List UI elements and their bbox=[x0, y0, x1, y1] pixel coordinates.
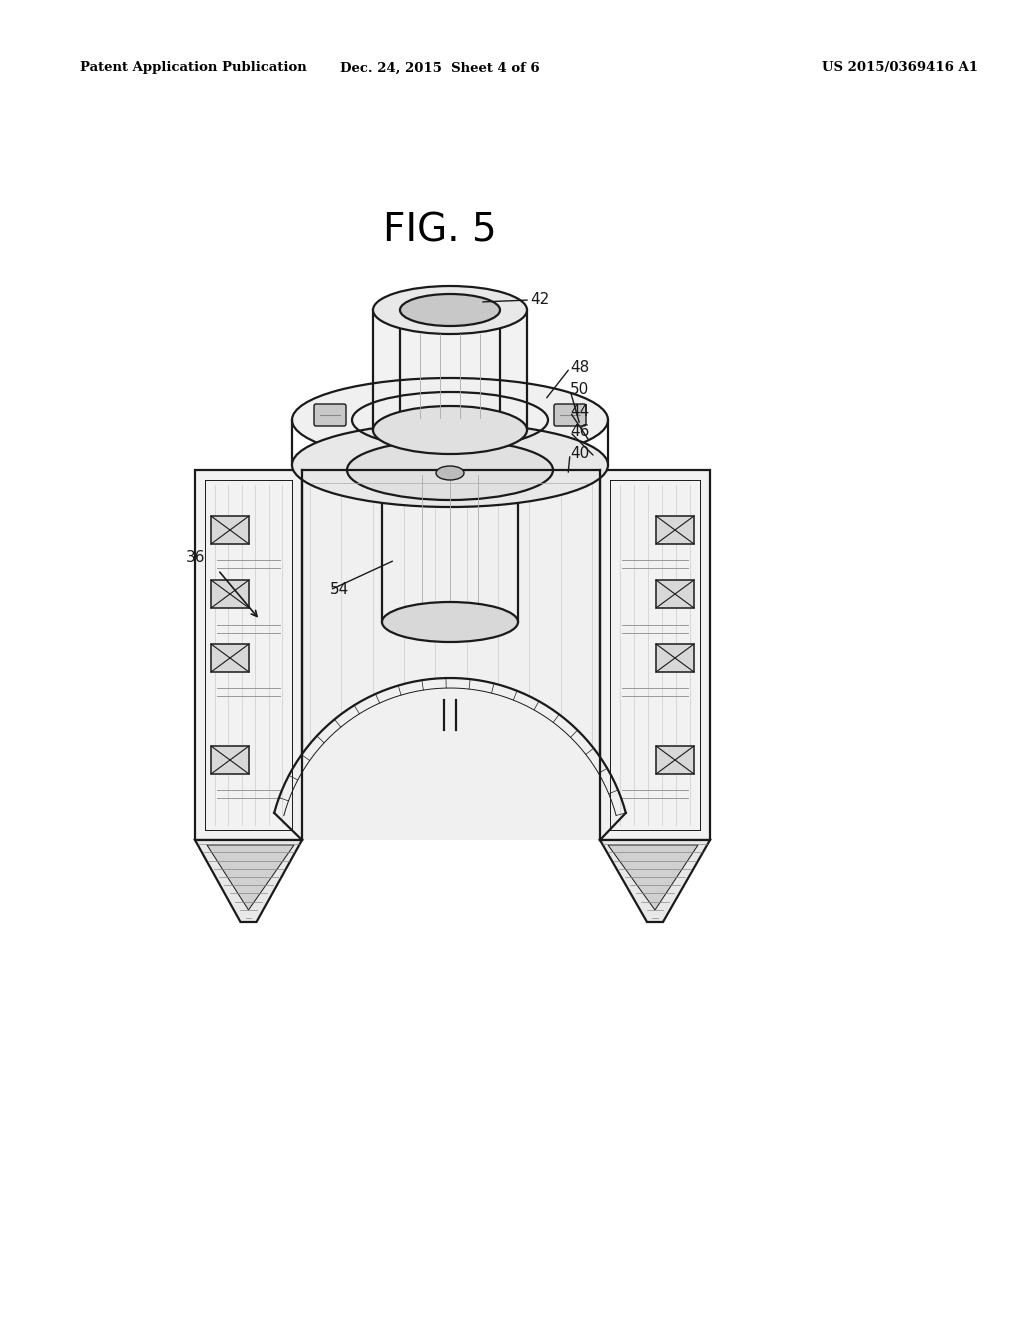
Polygon shape bbox=[373, 310, 527, 430]
FancyBboxPatch shape bbox=[554, 404, 586, 426]
Ellipse shape bbox=[436, 466, 464, 480]
Bar bbox=[656, 644, 694, 672]
Polygon shape bbox=[274, 678, 626, 840]
Text: 40: 40 bbox=[570, 446, 589, 462]
Polygon shape bbox=[207, 845, 294, 909]
Polygon shape bbox=[195, 840, 302, 921]
Bar bbox=[600, 470, 710, 840]
Text: Patent Application Publication: Patent Application Publication bbox=[80, 62, 307, 74]
Bar bbox=[211, 746, 249, 774]
Bar bbox=[656, 516, 694, 544]
Bar bbox=[302, 470, 600, 840]
Bar bbox=[656, 579, 694, 609]
Polygon shape bbox=[608, 845, 698, 909]
Text: US 2015/0369416 A1: US 2015/0369416 A1 bbox=[822, 62, 978, 74]
Bar bbox=[211, 579, 249, 609]
Ellipse shape bbox=[292, 422, 608, 507]
Ellipse shape bbox=[382, 602, 518, 642]
FancyBboxPatch shape bbox=[314, 404, 346, 426]
Text: 36: 36 bbox=[186, 550, 206, 565]
Ellipse shape bbox=[373, 286, 527, 334]
Text: FIG. 5: FIG. 5 bbox=[383, 211, 497, 249]
Ellipse shape bbox=[347, 440, 553, 500]
Polygon shape bbox=[600, 840, 710, 921]
Text: 44: 44 bbox=[570, 404, 589, 420]
Text: 50: 50 bbox=[570, 383, 589, 397]
Bar bbox=[211, 516, 249, 544]
Text: 48: 48 bbox=[570, 360, 589, 375]
Ellipse shape bbox=[292, 378, 608, 462]
Text: 46: 46 bbox=[570, 425, 590, 440]
Text: 54: 54 bbox=[330, 582, 349, 598]
Bar bbox=[195, 470, 302, 840]
Ellipse shape bbox=[400, 294, 500, 326]
Text: 42: 42 bbox=[530, 293, 549, 308]
Text: Dec. 24, 2015  Sheet 4 of 6: Dec. 24, 2015 Sheet 4 of 6 bbox=[340, 62, 540, 74]
Ellipse shape bbox=[373, 407, 527, 454]
Bar bbox=[211, 644, 249, 672]
Bar bbox=[656, 746, 694, 774]
